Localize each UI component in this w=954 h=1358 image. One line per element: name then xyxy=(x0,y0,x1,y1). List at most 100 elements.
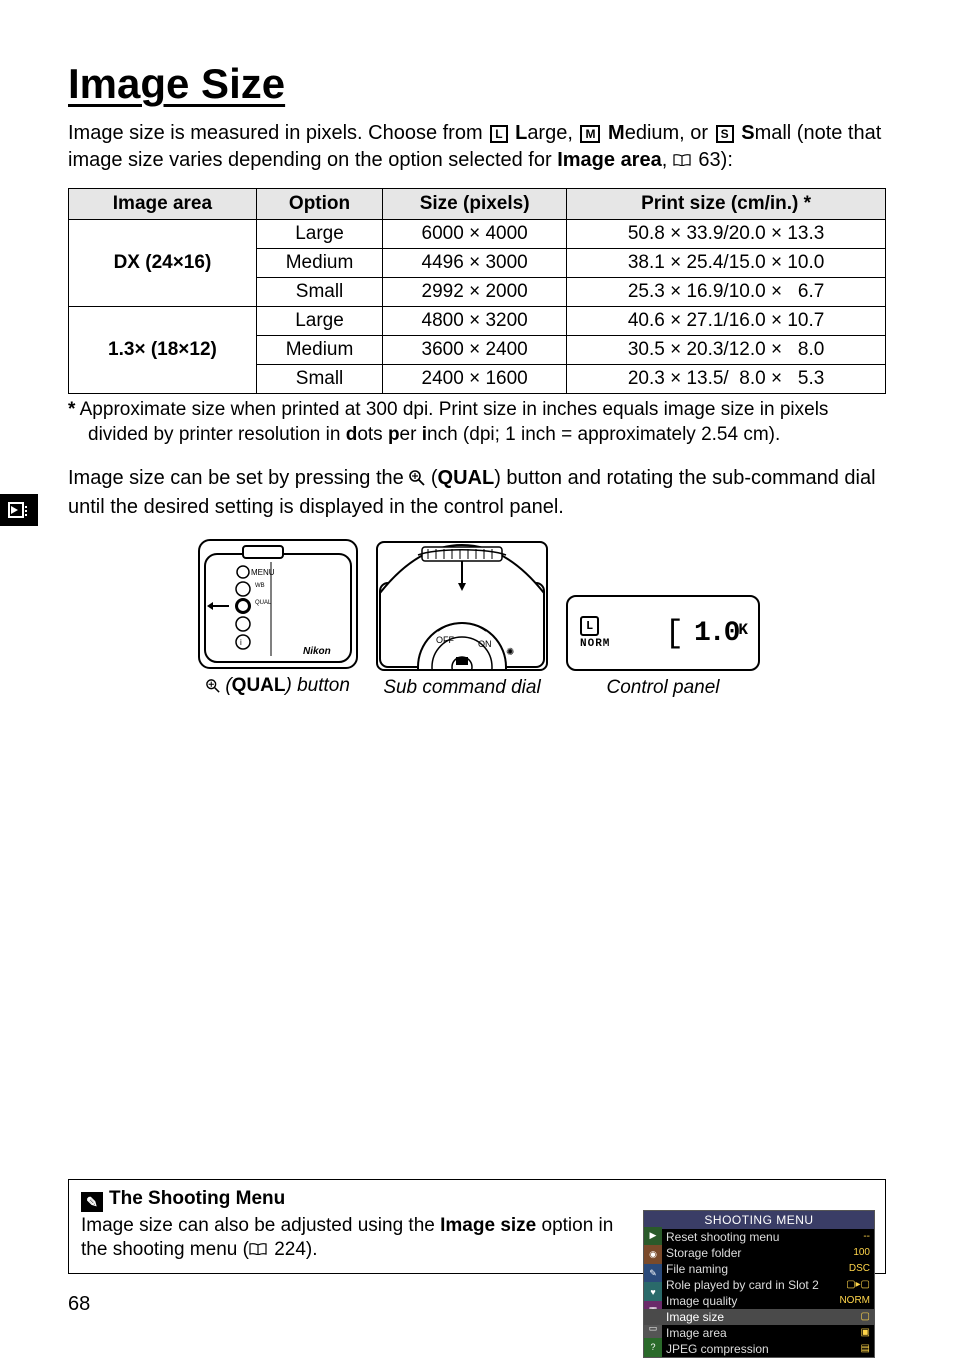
menu-row-label: Image area xyxy=(666,1326,727,1340)
note-box: ✎The Shooting Menu Image size can also b… xyxy=(68,1179,886,1274)
note-title: ✎The Shooting Menu xyxy=(81,1188,873,1212)
dq-qual: QUAL xyxy=(232,675,286,696)
panel-inner: L NORM [ 1.0K xyxy=(568,597,758,669)
diagram-row: MENU WB QUAL i Nikon (QUAL) button xyxy=(198,539,886,699)
note-body: Image size can also be adjusted using th… xyxy=(81,1214,621,1263)
medium-icon: M xyxy=(580,125,600,143)
menu-row-value: ▤ xyxy=(861,1343,870,1354)
book-icon-2 xyxy=(249,1243,267,1255)
table-cell: Large xyxy=(256,307,382,336)
menu-row: Image size ▢ xyxy=(644,1309,874,1325)
svg-text:i: i xyxy=(240,638,242,647)
menu-row-value: 100 xyxy=(853,1247,870,1258)
footnote-pt: er xyxy=(400,424,422,445)
menu-row: Reset shooting menu -- xyxy=(644,1229,874,1245)
qual-para: Image size can be set by pressing the (Q… xyxy=(68,465,886,521)
table-cell: 50.8 × 33.9/20.0 × 13.3 xyxy=(567,220,886,249)
menu-row-value: DSC xyxy=(849,1263,870,1274)
svg-text:QUAL: QUAL xyxy=(255,600,272,606)
intro-text: Image size is measured in pixels. Choose… xyxy=(68,120,886,174)
footnote-b: nch (dpi; 1 inch = approximately 2.54 cm… xyxy=(427,424,780,445)
th-print: Print size (cm/in.) * xyxy=(567,189,886,220)
th-area: Image area xyxy=(69,189,257,220)
panel-norm: NORM xyxy=(580,638,610,650)
table-cell: Medium xyxy=(256,249,382,278)
table-cell: 3600 × 2400 xyxy=(383,336,567,365)
table-cell: 2992 × 2000 xyxy=(383,278,567,307)
para2-qual: QUAL xyxy=(438,467,495,489)
menu-row-value: ▢▸▢ xyxy=(846,1279,870,1290)
th-option: Option xyxy=(256,189,382,220)
menu-row-label: Storage folder xyxy=(666,1246,741,1260)
camera-back-svg: MENU WB QUAL i Nikon xyxy=(203,544,353,664)
footnote-dt: ots xyxy=(357,424,388,445)
menu-row-value: ▢ xyxy=(861,1311,870,1322)
footnote-p: p xyxy=(388,424,400,445)
table-cell: 20.3 × 13.5/ 8.0 × 5.3 xyxy=(567,365,886,394)
table-cell: 6000 × 4000 xyxy=(383,220,567,249)
table-cell: 4800 × 3200 xyxy=(383,307,567,336)
intro-large: arge, xyxy=(527,122,578,144)
menu-row: JPEG compression ▤ xyxy=(644,1341,874,1357)
size-table: Image area Option Size (pixels) Print si… xyxy=(68,188,886,394)
magnify-icon xyxy=(409,467,425,494)
intro-ref: 63): xyxy=(698,149,732,171)
intro-s-bold: S xyxy=(741,122,754,144)
footnote-d: d xyxy=(346,424,358,445)
panel-label: Control panel xyxy=(566,677,760,699)
page-title: Image Size xyxy=(68,60,886,108)
control-panel-diagram: L NORM [ 1.0K Control panel xyxy=(566,595,760,699)
menu-row: Storage folder 100 xyxy=(644,1245,874,1261)
panel-k: K xyxy=(738,621,746,639)
qual-label: (QUAL) button xyxy=(198,675,358,699)
qual-button-diagram: MENU WB QUAL i Nikon (QUAL) button xyxy=(198,539,358,699)
table-cell: 38.1 × 25.4/15.0 × 10.0 xyxy=(567,249,886,278)
menu-row: File namingDSC xyxy=(644,1261,874,1277)
intro-l-bold: L xyxy=(515,122,527,144)
intro-medium: edium, or xyxy=(625,122,714,144)
menu-row-label: JPEG compression xyxy=(666,1342,769,1356)
note-ref: 224). xyxy=(274,1239,317,1260)
page-number: 68 xyxy=(68,1293,90,1316)
menu-row-label: Image quality xyxy=(666,1294,737,1308)
table-cell: 40.6 × 27.1/16.0 × 10.7 xyxy=(567,307,886,336)
camera-top-svg: OFF ON ✺ xyxy=(378,543,546,669)
intro-post: , xyxy=(662,149,673,171)
sub-dial-diagram: OFF ON ✺ Sub command dial xyxy=(376,541,548,699)
magnify-icon-2 xyxy=(206,677,220,699)
para2-a: Image size can be set by pressing the xyxy=(68,467,409,489)
menu-row: Image area ▣ xyxy=(644,1325,874,1341)
menu-row: Image quality NORM xyxy=(644,1293,874,1309)
svg-text:Nikon: Nikon xyxy=(303,646,331,657)
book-icon xyxy=(673,154,691,166)
menu-row-value: -- xyxy=(863,1231,870,1242)
menu-row-value: NORM xyxy=(839,1295,870,1306)
menu-row-label: Role played by card in Slot 2 xyxy=(666,1278,819,1292)
table-cell: Large xyxy=(256,220,382,249)
table-cell: Small xyxy=(256,365,382,394)
th-pixels: Size (pixels) xyxy=(383,189,567,220)
intro-bold: Image area xyxy=(557,149,662,171)
menu-row-label: Image size xyxy=(666,1310,724,1324)
sub-label: Sub command dial xyxy=(376,677,548,699)
svg-text:ON: ON xyxy=(478,639,492,649)
note-a: Image size can also be adjusted using th… xyxy=(81,1215,440,1236)
svg-text:OFF: OFF xyxy=(436,635,454,645)
footnote: * Approximate size when printed at 300 d… xyxy=(68,398,886,447)
table-cell: 30.5 × 20.3/12.0 × 8.0 xyxy=(567,336,886,365)
area-cell: 1.3× (18×12) xyxy=(69,307,257,394)
panel-bracket: [ xyxy=(665,615,684,652)
menu-row: Role played by card in Slot 2 ▢▸▢ xyxy=(644,1277,874,1293)
menu-row-label: Reset shooting menu xyxy=(666,1230,779,1244)
table-cell: 4496 × 3000 xyxy=(383,249,567,278)
table-cell: Small xyxy=(256,278,382,307)
intro-pre: Image size is measured in pixels. Choose… xyxy=(68,122,488,144)
table-cell: 25.3 × 16.9/10.0 × 6.7 xyxy=(567,278,886,307)
menu-row-value: ▣ xyxy=(861,1327,870,1338)
large-icon: L xyxy=(490,125,507,143)
dq-post: ) button xyxy=(286,675,350,696)
small-icon: S xyxy=(716,125,734,143)
menu-header: SHOOTING MENU xyxy=(644,1211,874,1229)
pencil-icon: ✎ xyxy=(81,1192,103,1212)
intro-m-bold: M xyxy=(608,122,625,144)
